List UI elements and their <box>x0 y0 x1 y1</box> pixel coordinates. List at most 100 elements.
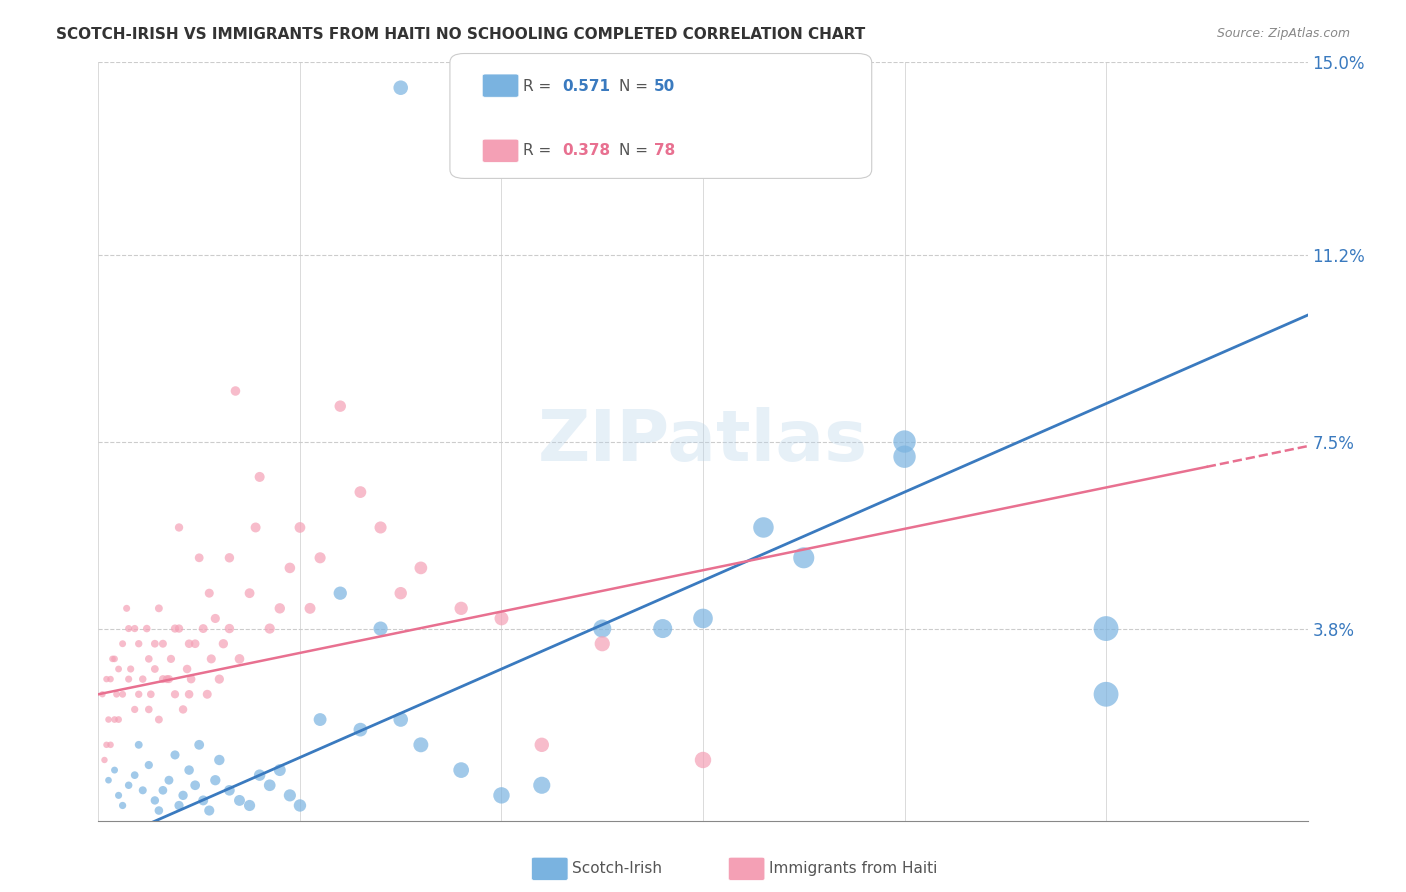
Point <box>1095 622 1118 636</box>
Point <box>152 637 174 651</box>
Point <box>200 652 222 666</box>
Point <box>218 550 240 565</box>
Point <box>278 789 301 803</box>
Point <box>118 672 141 686</box>
Point <box>156 672 179 686</box>
Point <box>148 804 170 818</box>
Point <box>160 652 183 666</box>
Point <box>491 789 513 803</box>
Point <box>124 622 146 636</box>
Point <box>752 520 775 534</box>
Point <box>329 586 352 600</box>
Point <box>409 738 432 752</box>
Point <box>228 652 250 666</box>
Point <box>491 611 513 625</box>
Point <box>389 80 412 95</box>
Text: 0.571: 0.571 <box>562 79 610 94</box>
Point <box>309 550 332 565</box>
Point <box>193 622 215 636</box>
Point <box>176 662 198 676</box>
Point <box>198 586 221 600</box>
Point <box>167 798 190 813</box>
Point <box>143 662 166 676</box>
Point <box>218 783 240 797</box>
Point <box>450 763 472 777</box>
Point <box>107 789 129 803</box>
Point <box>172 702 194 716</box>
Point <box>530 778 553 792</box>
Point <box>135 622 157 636</box>
Point <box>1095 687 1118 701</box>
Point <box>103 763 125 777</box>
Text: Scotch-Irish: Scotch-Irish <box>572 862 662 876</box>
Point <box>188 738 211 752</box>
Point <box>152 783 174 797</box>
Text: R =: R = <box>523 144 557 158</box>
Point <box>96 672 118 686</box>
Point <box>269 763 291 777</box>
Point <box>138 758 160 772</box>
Point <box>259 778 281 792</box>
Point <box>167 520 190 534</box>
Point <box>389 713 412 727</box>
Point <box>208 672 231 686</box>
Point <box>111 637 134 651</box>
Point <box>195 687 218 701</box>
Point <box>143 793 166 807</box>
Point <box>96 738 118 752</box>
Point <box>249 470 271 484</box>
Point <box>132 783 155 797</box>
Point <box>179 637 201 651</box>
Text: N =: N = <box>619 79 652 94</box>
Point <box>111 798 134 813</box>
Point <box>138 652 160 666</box>
Point <box>370 622 392 636</box>
Point <box>128 637 150 651</box>
Point <box>148 713 170 727</box>
Point <box>329 399 352 413</box>
Point <box>309 713 332 727</box>
Text: 50: 50 <box>654 79 675 94</box>
Point <box>163 747 186 762</box>
Point <box>128 687 150 701</box>
Text: Immigrants from Haiti: Immigrants from Haiti <box>769 862 938 876</box>
Point <box>111 687 134 701</box>
Point <box>409 561 432 575</box>
Point <box>97 713 120 727</box>
Point <box>591 637 613 651</box>
Point <box>143 637 166 651</box>
Point <box>179 763 201 777</box>
Text: 0.378: 0.378 <box>562 144 610 158</box>
Point <box>148 601 170 615</box>
Point <box>245 520 267 534</box>
Point <box>278 561 301 575</box>
Text: Source: ZipAtlas.com: Source: ZipAtlas.com <box>1216 27 1350 40</box>
Point <box>269 601 291 615</box>
Point <box>651 622 673 636</box>
Point <box>228 793 250 807</box>
Point <box>180 672 202 686</box>
Point <box>172 789 194 803</box>
Point <box>97 773 120 788</box>
Point <box>118 778 141 792</box>
Point <box>793 550 815 565</box>
Point <box>103 713 125 727</box>
Point <box>163 622 186 636</box>
Point <box>259 622 281 636</box>
Text: ZIPatlas: ZIPatlas <box>538 407 868 476</box>
Point <box>349 485 371 500</box>
Point <box>107 713 129 727</box>
Point <box>100 672 122 686</box>
Point <box>893 450 915 464</box>
Point <box>239 798 262 813</box>
Point <box>204 611 226 625</box>
Text: SCOTCH-IRISH VS IMMIGRANTS FROM HAITI NO SCHOOLING COMPLETED CORRELATION CHART: SCOTCH-IRISH VS IMMIGRANTS FROM HAITI NO… <box>56 27 866 42</box>
Point <box>299 601 322 615</box>
Point <box>193 793 215 807</box>
Point <box>893 434 915 449</box>
Point <box>138 702 160 716</box>
Point <box>124 768 146 782</box>
Point <box>208 753 231 767</box>
Point <box>179 687 201 701</box>
Point <box>188 550 211 565</box>
